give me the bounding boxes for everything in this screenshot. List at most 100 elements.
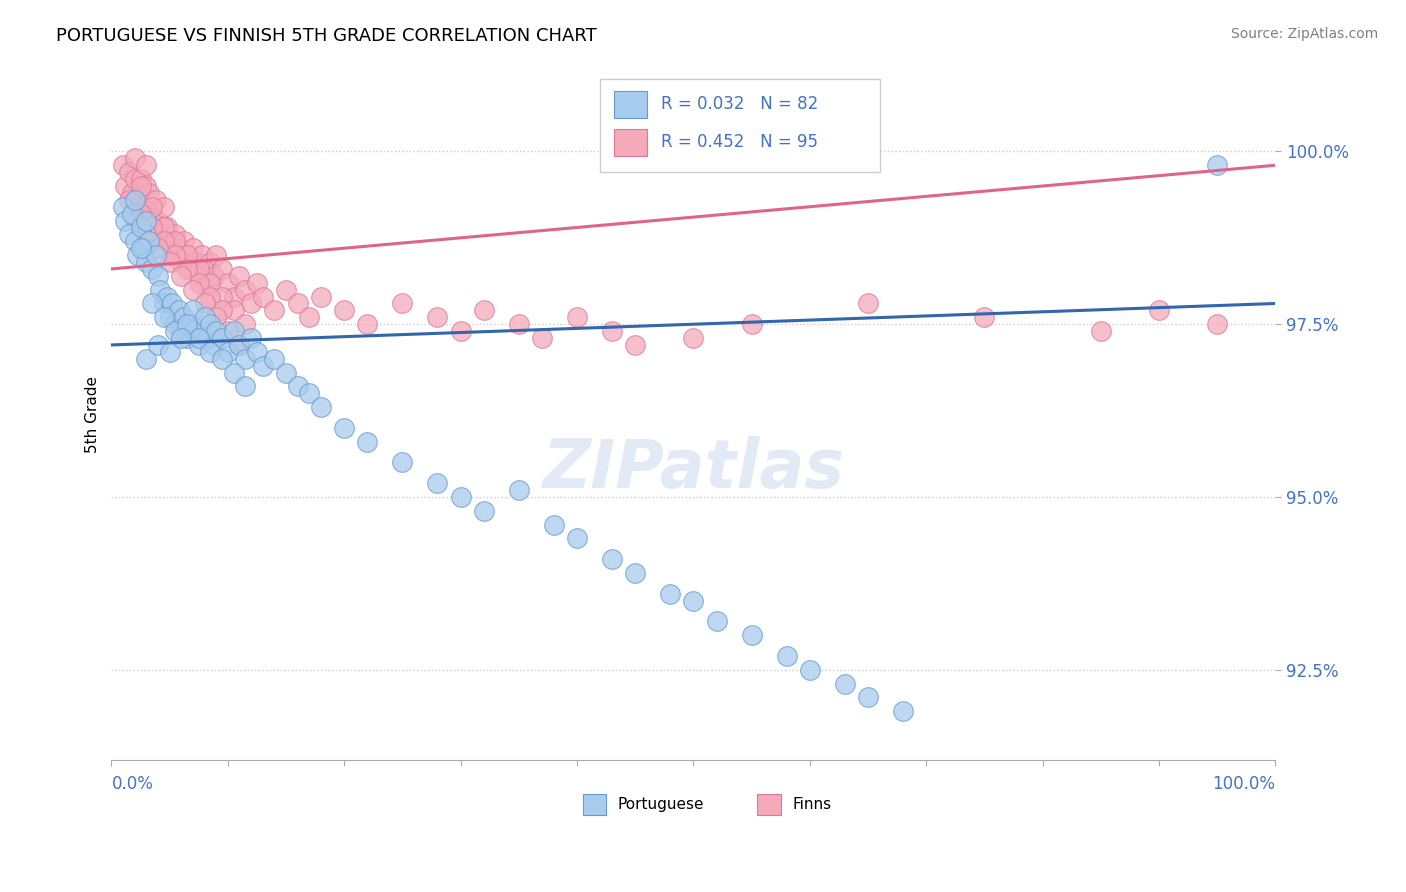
Point [181, 241, 204, 255]
Point [124, 152, 146, 166]
Point [508, 317, 530, 331]
Point [472, 504, 495, 518]
Point [659, 587, 682, 601]
Point [333, 421, 356, 435]
Point [129, 220, 152, 235]
Point [118, 193, 141, 207]
Point [624, 338, 647, 352]
Point [121, 207, 143, 221]
Point [706, 615, 728, 629]
Point [146, 338, 169, 352]
Point [125, 248, 148, 262]
Point [472, 303, 495, 318]
Point [356, 434, 378, 449]
Point [222, 324, 245, 338]
Point [391, 455, 413, 469]
Point [124, 193, 146, 207]
Point [263, 351, 285, 366]
Point [834, 676, 856, 690]
Point [274, 366, 297, 380]
Point [891, 704, 914, 718]
Point [187, 331, 209, 345]
Point [121, 186, 143, 200]
Point [170, 255, 193, 269]
Point [217, 324, 239, 338]
Point [200, 289, 222, 303]
Point [799, 663, 821, 677]
Point [176, 248, 198, 262]
Point [159, 255, 181, 269]
Text: Source: ZipAtlas.com: Source: ZipAtlas.com [1230, 27, 1378, 41]
Point [287, 296, 309, 310]
Point [600, 552, 623, 566]
Point [217, 344, 239, 359]
Point [682, 593, 704, 607]
Point [146, 213, 169, 227]
Point [531, 331, 554, 345]
Text: 100.0%: 100.0% [1212, 775, 1275, 793]
Point [856, 690, 879, 705]
Point [156, 220, 179, 235]
Point [173, 235, 195, 249]
Point [129, 241, 152, 255]
Point [222, 366, 245, 380]
Point [114, 179, 136, 194]
Point [274, 283, 297, 297]
Point [240, 331, 263, 345]
Point [200, 344, 222, 359]
Point [176, 331, 198, 345]
Point [138, 235, 160, 249]
Point [152, 296, 174, 310]
Point [682, 331, 704, 345]
Point [233, 317, 256, 331]
Point [252, 289, 274, 303]
Point [200, 317, 222, 331]
Point [152, 310, 174, 325]
Point [205, 310, 228, 325]
Point [309, 289, 332, 303]
Point [145, 193, 167, 207]
Point [211, 289, 233, 303]
Point [165, 227, 187, 242]
Point [195, 331, 218, 345]
Point [138, 186, 160, 200]
Bar [758, 794, 780, 815]
Point [205, 248, 228, 262]
Point [202, 268, 225, 283]
Point [170, 268, 193, 283]
Point [193, 296, 215, 310]
Point [118, 227, 141, 242]
Point [624, 566, 647, 580]
Point [426, 476, 449, 491]
Point [160, 248, 183, 262]
Point [298, 310, 321, 325]
FancyBboxPatch shape [600, 78, 880, 172]
Point [252, 359, 274, 373]
Point [263, 303, 285, 318]
Point [202, 338, 225, 352]
Point [114, 213, 136, 227]
Point [118, 165, 141, 179]
Point [125, 193, 148, 207]
Point [508, 483, 530, 497]
Point [165, 235, 187, 249]
Point [193, 261, 215, 276]
Point [391, 296, 413, 310]
Point [145, 248, 167, 262]
Point [187, 261, 209, 276]
Point [141, 261, 163, 276]
Point [600, 324, 623, 338]
Point [191, 324, 214, 338]
Point [132, 241, 155, 255]
Point [543, 517, 565, 532]
Point [200, 276, 222, 290]
Point [124, 213, 146, 227]
Point [775, 648, 797, 663]
Point [135, 351, 157, 366]
Point [159, 310, 181, 325]
Text: 0.0%: 0.0% [111, 775, 153, 793]
Point [165, 324, 187, 338]
Point [159, 235, 181, 249]
Point [135, 255, 157, 269]
Point [165, 317, 187, 331]
